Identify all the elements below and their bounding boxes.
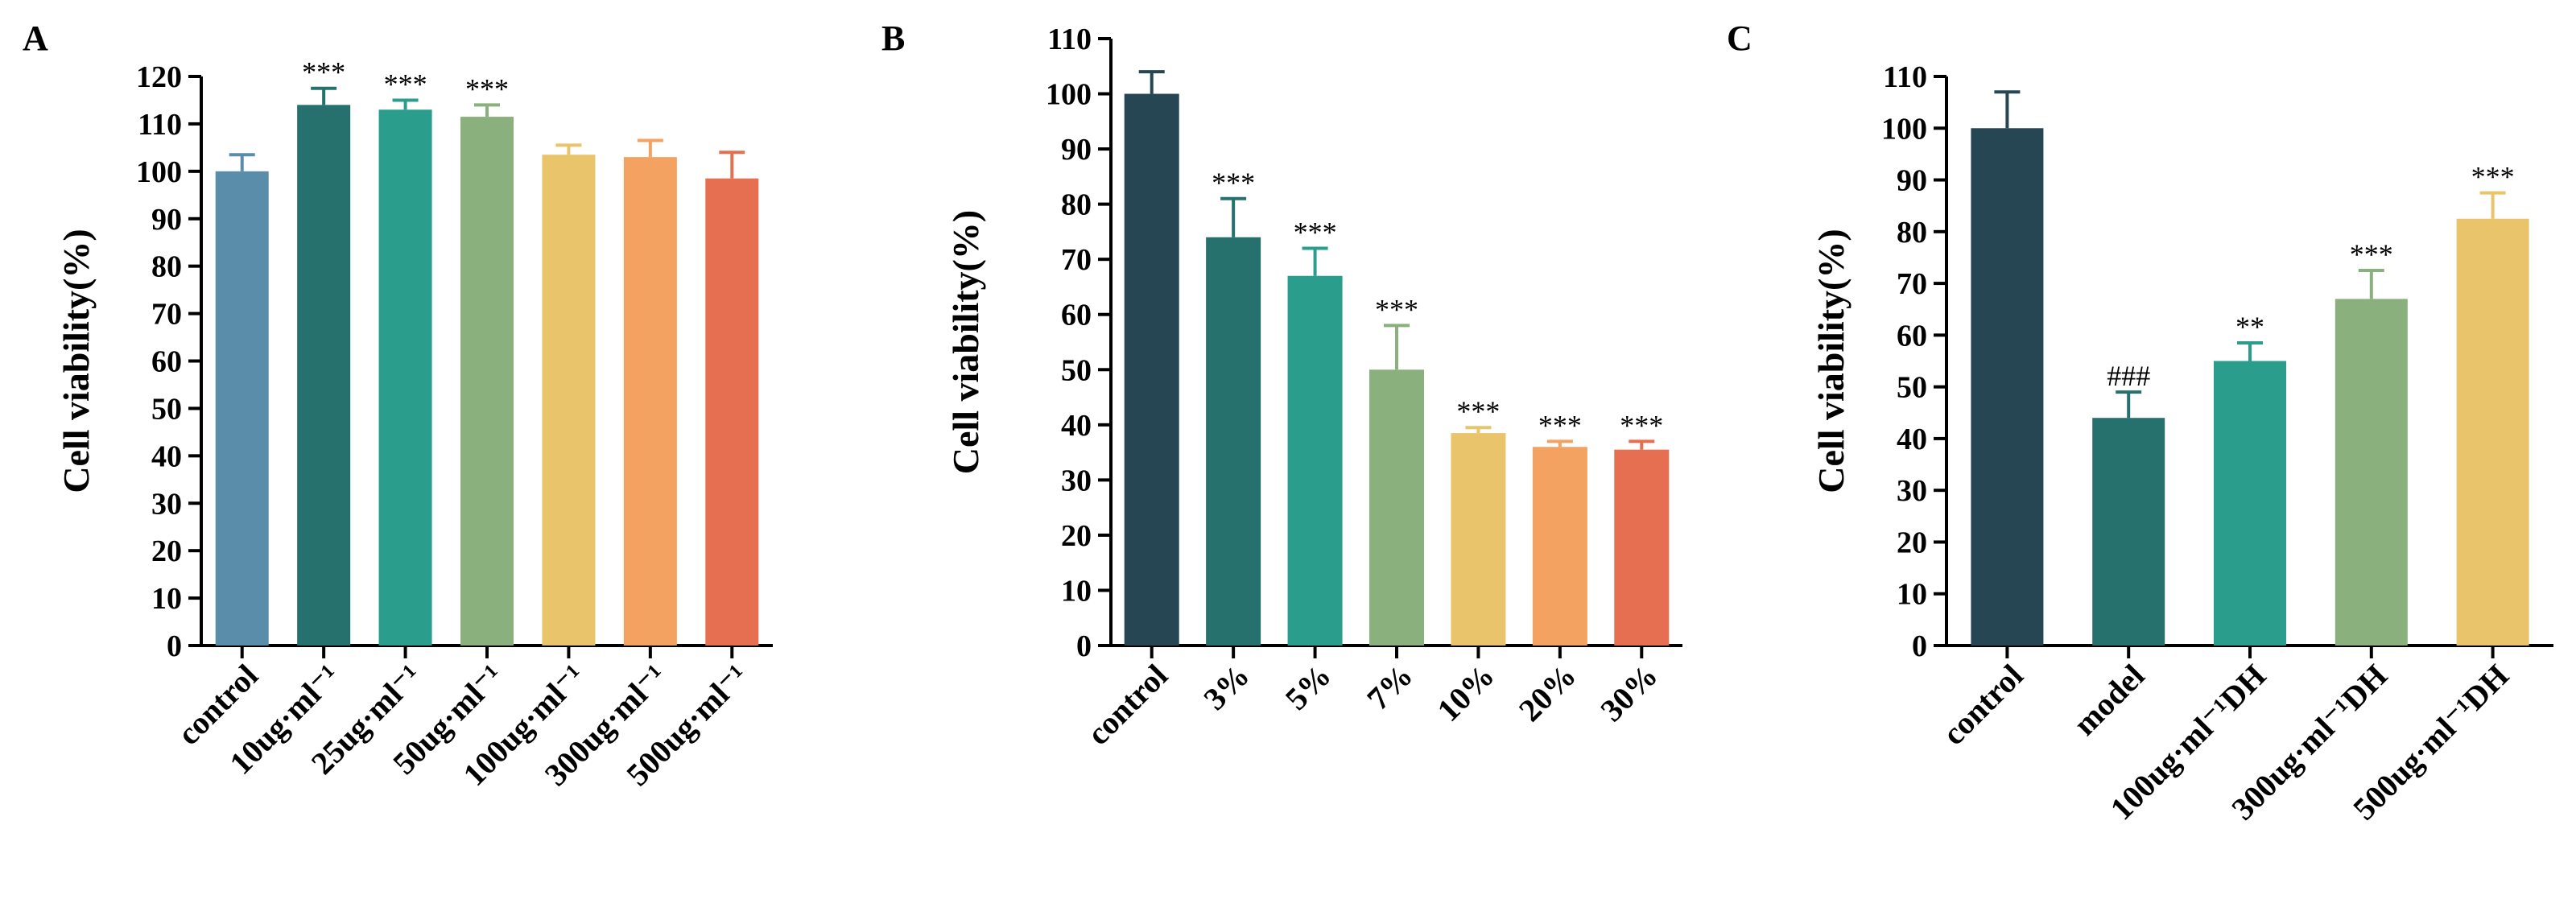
y-tick-label: 40 xyxy=(1897,423,1927,456)
y-tick-label: 110 xyxy=(1047,23,1092,56)
significance-label: *** xyxy=(384,68,427,100)
bar xyxy=(623,157,677,646)
bar xyxy=(2092,418,2165,646)
bar xyxy=(2214,361,2286,646)
y-tick-label: 110 xyxy=(138,108,182,142)
y-tick-label: 100 xyxy=(1881,112,1927,146)
y-tick-label: 120 xyxy=(136,60,182,94)
y-tick-label: 100 xyxy=(136,155,182,189)
x-tick-label: model xyxy=(2066,658,2152,743)
y-tick-label: 20 xyxy=(1061,519,1092,553)
bar xyxy=(705,178,759,646)
significance-label: *** xyxy=(2350,238,2393,270)
y-tick-label: 60 xyxy=(1061,299,1092,332)
bar xyxy=(542,155,596,646)
bar xyxy=(1369,369,1424,646)
bar xyxy=(1124,93,1179,646)
x-tick-label: 20% xyxy=(1512,658,1583,728)
significance-label: *** xyxy=(302,56,345,89)
y-tick-label: 10 xyxy=(151,582,182,616)
y-axis-label: Cell viability(%) xyxy=(56,229,97,493)
bar xyxy=(378,109,432,646)
bar xyxy=(1971,128,2044,646)
bar xyxy=(2334,299,2408,646)
significance-label: *** xyxy=(1456,395,1500,427)
y-tick-label: 40 xyxy=(1061,409,1092,443)
y-tick-label: 0 xyxy=(167,629,182,663)
y-tick-label: 40 xyxy=(151,439,182,473)
panel-letter: C xyxy=(1727,19,1752,58)
bar xyxy=(1206,237,1261,646)
y-tick-label: 80 xyxy=(1897,216,1927,250)
significance-label: *** xyxy=(1375,293,1418,325)
y-tick-label: 100 xyxy=(1046,78,1092,112)
bar xyxy=(1287,275,1343,646)
chart-panel-c: C Cell viability(%) 0 10 20 30 40 50 60 70 80 90 100… xyxy=(1727,19,2553,827)
significance-label: *** xyxy=(1538,409,1582,441)
panel-letter: B xyxy=(881,19,905,58)
bar xyxy=(1614,449,1670,646)
y-tick-label: 70 xyxy=(1061,243,1092,277)
y-tick-label: 70 xyxy=(151,298,182,332)
y-tick-label: 50 xyxy=(1061,353,1092,387)
bar xyxy=(460,117,514,646)
significance-label: ** xyxy=(2235,311,2264,343)
y-tick-label: 90 xyxy=(151,203,182,237)
y-tick-label: 0 xyxy=(1912,629,1927,663)
bar xyxy=(2456,218,2529,646)
y-tick-label: 50 xyxy=(151,392,182,426)
significance-label: *** xyxy=(1212,167,1255,199)
y-tick-label: 70 xyxy=(1897,267,1927,301)
x-tick-label: 3% xyxy=(1196,658,1256,717)
significance-label: *** xyxy=(465,72,509,105)
y-tick-label: 90 xyxy=(1897,164,1927,198)
x-tick-label: 10% xyxy=(1430,658,1501,728)
y-tick-label: 110 xyxy=(1883,60,1927,94)
bar xyxy=(1451,433,1506,646)
y-tick-label: 80 xyxy=(1061,188,1092,222)
y-tick-label: 90 xyxy=(1061,133,1092,167)
x-tick-label: 7% xyxy=(1360,658,1419,717)
y-tick-label: 50 xyxy=(1897,371,1927,405)
y-tick-label: 20 xyxy=(151,534,182,568)
bar xyxy=(297,105,351,646)
significance-label: *** xyxy=(1620,409,1663,441)
y-tick-label: 0 xyxy=(1076,629,1092,663)
y-tick-label: 10 xyxy=(1061,574,1092,608)
y-tick-label: 60 xyxy=(1897,319,1927,353)
chart-panel-a: A Cell viability(%) 0 10 20 30 40 50 60 70 80 90 100… xyxy=(23,19,773,793)
y-tick-label: 30 xyxy=(151,487,182,521)
x-tick-label: control xyxy=(1935,658,2030,753)
y-axis-label: Cell viability(%) xyxy=(1810,229,1852,493)
bar xyxy=(1532,447,1587,646)
y-tick-label: 80 xyxy=(151,250,182,284)
chart-panel-b: B Cell viability(%) 0 10 20 30 40 50 60 70 80 90 100… xyxy=(881,19,1682,752)
bar xyxy=(215,171,269,646)
significance-label: ### xyxy=(2107,360,2150,392)
panel-letter: A xyxy=(23,19,48,58)
x-tick-label: 5% xyxy=(1278,658,1338,717)
y-axis-label: Cell viability(%) xyxy=(945,210,986,474)
y-tick-label: 10 xyxy=(1897,578,1927,612)
significance-label: *** xyxy=(2471,161,2515,193)
x-tick-label: control xyxy=(1080,658,1174,753)
x-tick-label: 30% xyxy=(1593,658,1664,728)
y-tick-label: 30 xyxy=(1061,464,1092,497)
y-tick-label: 20 xyxy=(1897,526,1927,559)
y-tick-label: 30 xyxy=(1897,474,1927,508)
significance-label: *** xyxy=(1294,216,1337,248)
y-tick-label: 60 xyxy=(151,345,182,379)
